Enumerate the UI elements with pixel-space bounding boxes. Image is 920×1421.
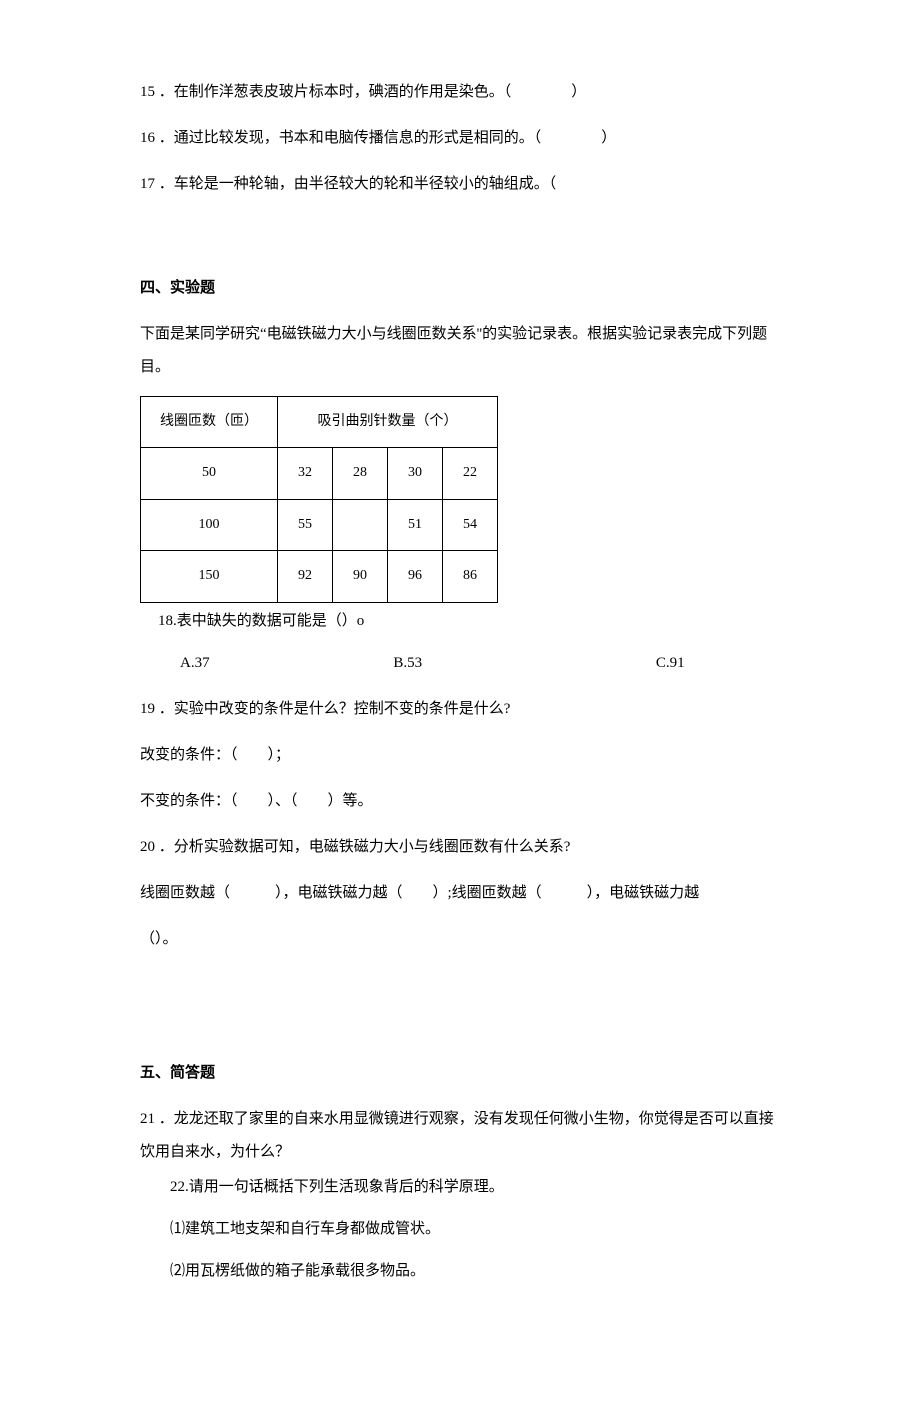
table-row: 150 92 90 96 86 (141, 551, 498, 602)
question-19-line1: 19 ．实验中改变的条件是什么？控制不变的条件是什么? (140, 697, 780, 721)
question-20-line1: 20 ．分析实验数据可知，电磁铁磁力大小与线圈匝数有什么关系? (140, 835, 780, 859)
col-header-pins: 吸引曲别针数量（个） (278, 397, 498, 448)
cell: 96 (388, 551, 443, 602)
cell-coils-100: 100 (141, 499, 278, 550)
option-b: B.53 (393, 651, 422, 675)
question-21: 21 ．龙龙还取了家里的自来水用显微镜进行观察，没有发现任何微小生物，你觉得是否… (140, 1103, 780, 1169)
cell: 32 (278, 448, 333, 499)
q17-text: ．车轮是一种轮轴，由半径较大的轮和半径较小的轴组成。（ (159, 176, 557, 192)
cell-coils-50: 50 (141, 448, 278, 499)
question-22-stem: 22.请用一句话概括下列生活现象背后的科学原理。 (170, 1175, 780, 1199)
question-15: 15 ．在制作洋葱表皮玻片标本时，碘酒的作用是染色。（ ） (140, 80, 780, 104)
table-header-row: 线圈匝数（匝） 吸引曲别针数量（个） (141, 397, 498, 448)
cell: 30 (388, 448, 443, 499)
cell: 55 (278, 499, 333, 550)
cell: 22 (443, 448, 498, 499)
question-22-sub2: ⑵用瓦楞纸做的箱子能承载很多物品。 (170, 1259, 780, 1283)
cell: 92 (278, 551, 333, 602)
experiment-table: 线圈匝数（匝） 吸引曲别针数量（个） 50 32 28 30 22 100 55… (140, 396, 498, 603)
question-19-line2: 改变的条件：（ ）； (140, 743, 780, 767)
question-22-sub1: ⑴建筑工地支架和自行车身都做成管状。 (170, 1217, 780, 1241)
table-row: 100 55 51 54 (141, 499, 498, 550)
q15-text: ．在制作洋葱表皮玻片标本时，碘酒的作用是染色。（ ） (159, 84, 587, 100)
cell: 86 (443, 551, 498, 602)
cell-missing (333, 499, 388, 550)
col-header-coils: 线圈匝数（匝） (141, 397, 278, 448)
question-20-line3: （）。 (140, 927, 780, 951)
cell: 54 (443, 499, 498, 550)
question-20-line2: 线圈匝数越（ ），电磁铁磁力越（ ）;线圈匝数越（ ），电磁铁磁力越 (140, 881, 780, 905)
q16-text: ．通过比较发现，书本和电脑传播信息的形式是相同的。（ ） (159, 130, 617, 146)
q15-num: 15 (140, 84, 155, 100)
question-19-line3: 不变的条件：（ ）、（ ）等。 (140, 789, 780, 813)
section-4-title: 四、实验题 (140, 276, 780, 300)
cell: 51 (388, 499, 443, 550)
q16-num: 16 (140, 130, 155, 146)
table-row: 50 32 28 30 22 (141, 448, 498, 499)
question-17: 17 ．车轮是一种轮轴，由半径较大的轮和半径较小的轴组成。（ (140, 172, 780, 196)
question-18-options: A.37 B.53 C.91 (180, 651, 780, 675)
cell-coils-150: 150 (141, 551, 278, 602)
cell: 28 (333, 448, 388, 499)
option-c: C.91 (656, 651, 685, 675)
section-4-intro: 下面是某同学研究“电磁铁磁力大小与线圈匝数关系''的实验记录表。根据实验记录表完… (140, 318, 780, 384)
section-5-title: 五、简答题 (140, 1061, 780, 1085)
cell: 90 (333, 551, 388, 602)
q17-num: 17 (140, 176, 155, 192)
option-a: A.37 (180, 651, 210, 675)
question-18-stem: 18.表中缺失的数据可能是（）o (158, 609, 780, 633)
question-16: 16 ．通过比较发现，书本和电脑传播信息的形式是相同的。（ ） (140, 126, 780, 150)
